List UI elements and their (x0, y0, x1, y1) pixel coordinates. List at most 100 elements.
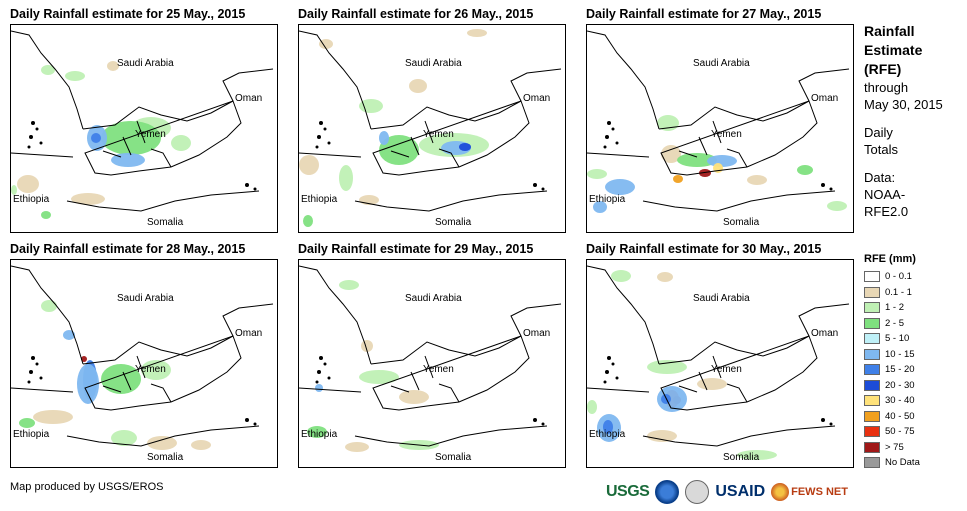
island-marker (611, 362, 615, 366)
map-panel-26: Daily Rainfall estimate for 26 May., 201… (298, 4, 578, 244)
island-marker (603, 380, 607, 384)
legend: RFE (mm) 0 - 0.1 0.1 - 1 1 - 2 2 - 5 5 - 10 1… (864, 251, 964, 471)
rainfall-area (11, 185, 17, 195)
rainfall-area (171, 135, 191, 151)
island-marker (603, 145, 607, 149)
rainfall-area (379, 135, 419, 165)
legend-swatch (864, 364, 880, 376)
rainfall-area (299, 155, 319, 175)
country-border (510, 68, 562, 102)
rainfall-area (71, 193, 105, 205)
country-border (102, 120, 146, 158)
legend-label: 0 - 0.1 (885, 271, 912, 283)
data-label: Data: (864, 170, 896, 185)
island-marker (27, 145, 31, 149)
country-border (438, 148, 460, 168)
legend-item: 0.1 - 1 (864, 285, 964, 301)
rainfall-area (647, 360, 687, 374)
rainfall-area (345, 442, 369, 452)
rainfall-area (605, 179, 635, 195)
country-border (660, 100, 818, 176)
rainfall-area (797, 165, 813, 175)
rainfall-area (101, 121, 161, 155)
island-marker (39, 141, 43, 145)
rainfall-map: Saudi Arabia Oman Yemen Ethiopia Somalia (587, 30, 850, 228)
country-border (642, 190, 836, 212)
country-label-ethiopia: Ethiopia (13, 429, 50, 440)
country-border (66, 425, 260, 447)
rainfall-map: Saudi Arabia Oman Yemen Ethiopia Somalia (587, 265, 850, 463)
legend-swatch (864, 395, 880, 407)
country-border (587, 387, 650, 393)
rainfall-area (81, 356, 87, 362)
country-border (82, 100, 234, 130)
rainfall-area (315, 384, 323, 392)
island-marker (27, 380, 31, 384)
panel-title: Daily Rainfall estimate for 27 May., 201… (586, 7, 822, 21)
fewsnet-globe-icon (771, 483, 790, 501)
country-border (84, 100, 242, 176)
rainfall-map: Saudi Arabia Oman Yemen Ethiopia Somalia (11, 30, 274, 228)
country-label-somalia: Somalia (435, 452, 472, 463)
rainfall-area (147, 436, 177, 450)
country-border (222, 68, 274, 102)
rfe-title-line1: Rainfall (864, 23, 915, 39)
island-marker (605, 370, 609, 374)
country-border (390, 120, 434, 158)
map-frame: Saudi Arabia Oman Yemen Ethiopia Somalia (586, 24, 854, 233)
rainfall-area (319, 39, 333, 49)
island-marker (39, 376, 43, 380)
legend-swatch (864, 271, 880, 283)
island-marker (611, 127, 615, 131)
country-border (678, 120, 722, 158)
island-marker (541, 422, 545, 426)
island-marker (35, 362, 39, 366)
rainfall-area (611, 270, 631, 282)
island-marker (541, 187, 545, 191)
island-marker (829, 187, 833, 191)
country-label-ethiopia: Ethiopia (13, 194, 50, 205)
country-border (370, 100, 522, 130)
island-marker (327, 141, 331, 145)
island-marker (319, 121, 323, 125)
island-marker (323, 362, 327, 366)
rainfall-area (737, 450, 777, 460)
island-marker (245, 183, 249, 187)
legend-item: 40 - 50 (864, 409, 964, 425)
country-border (642, 425, 836, 447)
rainfall-area (409, 79, 427, 93)
country-label-saudi: Saudi Arabia (693, 58, 750, 69)
country-border (372, 100, 530, 176)
rainfall-area (707, 155, 737, 167)
island-marker (317, 135, 321, 139)
legend-swatch (864, 457, 880, 469)
totals-label: Totals (864, 142, 898, 157)
legend-label: No Data (885, 457, 920, 469)
country-border (726, 148, 748, 168)
rainfall-area (361, 340, 373, 352)
country-border (587, 265, 660, 365)
through-date: May 30, 2015 (864, 97, 943, 112)
legend-item: 0 - 0.1 (864, 269, 964, 285)
map-frame: Saudi Arabia Oman Yemen Ethiopia Somalia (586, 259, 854, 468)
legend-label: 10 - 15 (885, 348, 915, 360)
legend-swatch (864, 317, 880, 329)
country-border (222, 303, 274, 337)
usaid-logo: USAID (715, 483, 766, 500)
rainfall-area (673, 175, 683, 183)
country-label-saudi: Saudi Arabia (405, 293, 462, 304)
legend-item: > 75 (864, 440, 964, 456)
country-border (658, 100, 810, 130)
island-marker (615, 376, 619, 380)
legend-swatch (864, 426, 880, 438)
rainfall-map: Saudi Arabia Oman Yemen Ethiopia Somalia (11, 265, 274, 463)
country-label-yemen: Yemen (711, 364, 742, 375)
country-label-yemen: Yemen (423, 364, 454, 375)
legend-swatch (864, 333, 880, 345)
legend-label: > 75 (885, 441, 904, 453)
country-border (150, 383, 172, 403)
panel-title: Daily Rainfall estimate for 28 May., 201… (10, 242, 246, 256)
country-label-somalia: Somalia (147, 452, 184, 463)
rainfall-area (359, 370, 399, 384)
rainfall-area (467, 29, 487, 37)
